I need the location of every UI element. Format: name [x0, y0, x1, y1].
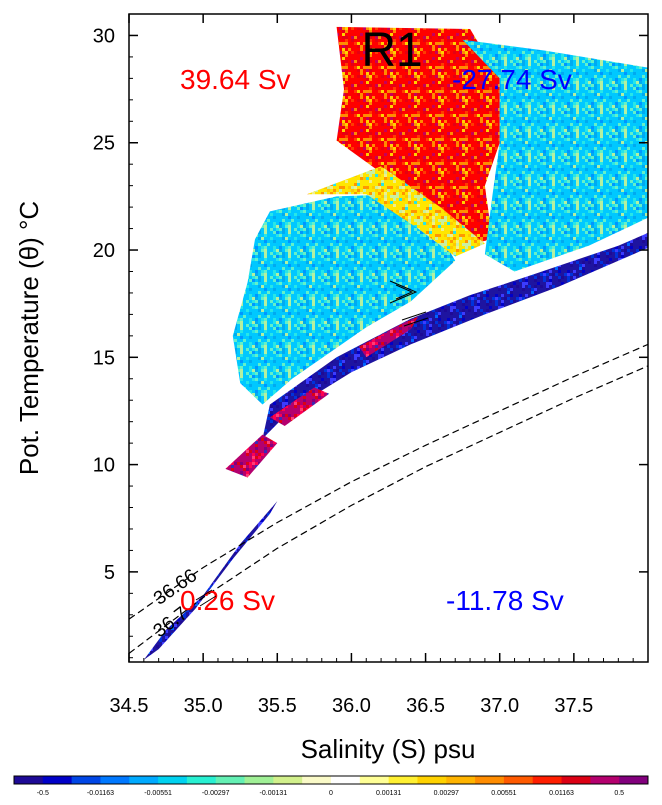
colorbar-label: 0	[329, 790, 333, 797]
colorbar-segment	[244, 776, 274, 784]
y-tick-label: 15	[93, 347, 115, 369]
y-axis-title: Pot. Temperature (θ) °C	[14, 201, 44, 475]
colorbar: -0.5 -0.01163 -0.00551 -0.00297 -0.00131 0 0.0…	[13, 775, 649, 797]
region-warm-red-core	[336, 26, 500, 246]
colorbar-label: -0.00297	[202, 790, 230, 797]
region-magenta-streak-upper	[358, 316, 419, 358]
colorbar-segment	[446, 776, 476, 784]
colorbar-label: 0.00551	[491, 790, 516, 797]
y-tick-label: 5	[104, 562, 115, 584]
colorbar-segment	[503, 776, 534, 784]
y-tick-label: 20	[93, 240, 115, 262]
colorbar-segment	[619, 776, 649, 784]
region-main-cyan-body	[232, 194, 456, 405]
colorbar-label: -0.01163	[87, 790, 114, 797]
region-blue-lower-edge	[262, 232, 648, 439]
region-upper-right-cyan	[462, 39, 648, 272]
region-magenta-streak-lower	[269, 387, 330, 426]
colorbar-segment	[158, 776, 188, 784]
colorbar-segment	[590, 776, 620, 784]
colorbar-segment	[215, 776, 246, 784]
colorbar-segment	[417, 776, 447, 784]
colorbar-segment	[71, 776, 101, 784]
colorbar-label: -0.5	[37, 790, 49, 797]
colorbar-label: 0.00131	[376, 790, 401, 797]
x-tick-label: 37.0	[480, 695, 519, 717]
axes: 34.5 35.0 35.5 36.0 36.5 37.0 37.5 5 10 15 20 25 30	[93, 13, 649, 717]
colorbar-segment	[331, 776, 361, 784]
transport-bottom-right: -11.78 Sv	[446, 585, 564, 616]
x-tick-label: 35.0	[184, 695, 223, 717]
colorbar-segment	[100, 776, 130, 784]
transport-top-left: 39.64 Sv	[180, 64, 291, 95]
x-tick-label: 37.5	[554, 695, 593, 717]
flow-arrows	[195, 280, 429, 607]
transport-bottom-left: 0.26 Sv	[180, 585, 275, 616]
y-tick-label: 25	[93, 133, 115, 155]
colorbar-segment	[532, 776, 563, 784]
colorbar-label: 0.00297	[434, 790, 459, 797]
colorbar-segment	[273, 776, 303, 784]
x-tick-label: 36.5	[406, 695, 445, 717]
colorbar-label: -0.00131	[260, 790, 288, 797]
x-axis-title: Salinity (S) psu	[301, 734, 476, 764]
arrow-glyph	[389, 280, 418, 304]
colorbar-segment	[475, 776, 505, 784]
arrow-glyph	[195, 589, 217, 607]
transport-top-right: -27.74 Sv	[452, 64, 572, 95]
colorbar-segment	[561, 776, 591, 784]
colorbar-segment	[14, 776, 44, 784]
plot-frame	[128, 13, 649, 663]
heatmap-regions	[143, 26, 648, 660]
x-tick-label: 35.5	[258, 695, 297, 717]
x-tick-label: 36.0	[332, 695, 371, 717]
colorbar-label: -0.00551	[144, 790, 172, 797]
y-tick-label: 30	[93, 25, 115, 47]
density-contours	[129, 343, 648, 654]
panel-title: R1	[361, 24, 422, 77]
colorbar-segment	[186, 776, 217, 784]
region-magenta-low	[225, 434, 278, 478]
colorbar-label: 0.01163	[549, 790, 574, 797]
colorbar-segment	[302, 776, 332, 784]
density-contour-1	[129, 365, 648, 654]
colorbar-segment	[359, 776, 390, 784]
colorbar-segment	[129, 776, 159, 784]
colorbar-segment	[388, 776, 418, 784]
x-tick-label: 34.5	[110, 695, 149, 717]
y-tick-label: 10	[93, 455, 115, 477]
colorbar-segment	[42, 776, 73, 784]
region-low-tail-blue	[143, 501, 278, 660]
colorbar-label: 0.5	[614, 790, 624, 797]
density-contour-0	[129, 343, 648, 620]
arrow-glyph	[401, 311, 429, 327]
colorbar-frame	[13, 775, 649, 785]
region-yellow-band	[306, 166, 485, 257]
